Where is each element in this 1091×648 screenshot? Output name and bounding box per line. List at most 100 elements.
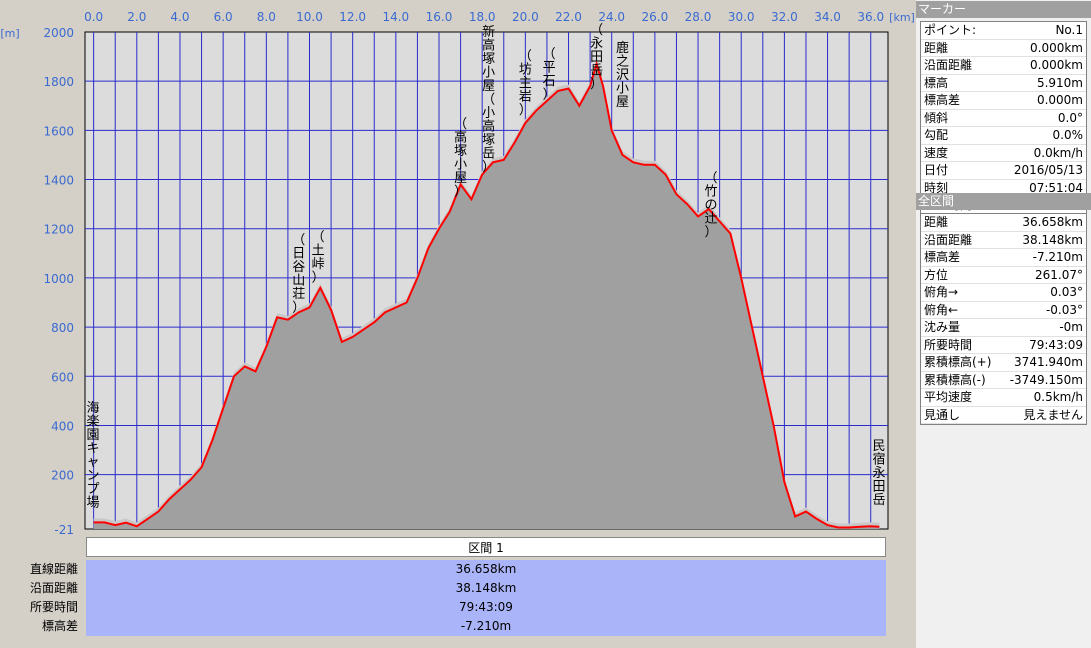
x-tick-label: 0.0: [84, 10, 103, 24]
info-value: -0m: [1059, 320, 1083, 334]
info-value: 0.03°: [1050, 285, 1083, 299]
info-key: 標高差: [924, 93, 961, 107]
info-row: 平均速度 0.5km/h: [921, 389, 1086, 407]
x-tick-label: 18.0: [469, 10, 496, 24]
y-tick-label: -21: [54, 523, 74, 535]
x-tick-label: 36.0: [857, 10, 884, 24]
info-row: 標高 5.910m: [921, 75, 1086, 92]
info-row: 方位 261.07°: [921, 267, 1086, 284]
summary-row: 標高差 -7.210m: [0, 617, 914, 636]
y-tick-label: 600: [51, 370, 74, 384]
x-tick-label: 4.0: [170, 10, 189, 24]
marker-info-table: ポイント: No.1 距離 0.000km 沿面距離 0.000km 標高 5.910m 標高差…: [920, 21, 1087, 216]
info-value: -0.03°: [1045, 302, 1083, 317]
x-tick-label: 34.0: [814, 10, 841, 24]
section-info-table: 距離 36.658km 沿面距離 38.148km 標高差 -7.210m 方位 261.07…: [920, 213, 1087, 425]
info-key: 標高: [924, 75, 949, 90]
info-key: 累積標高(-): [924, 372, 986, 387]
info-value: 0.0°: [1057, 110, 1083, 125]
peak-annotation: （日谷山荘）: [292, 233, 305, 316]
y-tick-label: 800: [51, 321, 74, 335]
x-tick-label: 16.0: [426, 10, 453, 24]
marker-panel-title: マーカー: [916, 1, 1091, 18]
info-row: 所要時間 79:43:09: [921, 337, 1086, 354]
info-key: 勾配: [924, 128, 949, 142]
y-tick-label: 200: [51, 469, 74, 483]
info-row: 速度 0.0km/h: [921, 145, 1086, 162]
info-value: 0.000km: [1030, 40, 1083, 55]
elevation-area: [93, 63, 880, 529]
info-value: 0.000m: [1036, 93, 1083, 107]
info-key: 沿面距離: [924, 58, 973, 72]
section-header: 区間 1: [86, 537, 886, 557]
info-key: 速度: [924, 145, 949, 160]
summary-row: 直線距離 36.658km: [0, 560, 914, 579]
info-row: 標高差 -7.210m: [921, 249, 1086, 267]
summary-row: 沿面距離 38.148km: [0, 579, 914, 598]
info-key: 沿面距離: [924, 232, 973, 247]
info-value: 見えません: [1023, 407, 1083, 422]
info-value: 2016/05/13: [1013, 163, 1083, 177]
peak-annotation: （永田岳）: [590, 23, 603, 92]
info-row: 累積標高(-) -3749.150m: [921, 372, 1086, 389]
info-row: 日付 2016/05/13: [921, 162, 1086, 180]
y-tick-label: 400: [51, 419, 74, 433]
info-key: 見通し: [924, 407, 961, 422]
info-row: 沿面距離 38.148km: [921, 232, 1086, 249]
info-row: 勾配 0.0%: [921, 127, 1086, 145]
y-tick-label: 1600: [43, 124, 74, 138]
info-key: 俯角←: [924, 302, 959, 317]
info-row: 傾斜 0.0°: [921, 110, 1086, 127]
summary-value: 36.658km: [86, 560, 886, 579]
summary-label: 標高差: [41, 619, 78, 633]
x-tick-label: 6.0: [214, 10, 233, 24]
info-value: 261.07°: [1035, 267, 1083, 282]
x-tick-label: 32.0: [771, 10, 798, 24]
info-row: 距離 36.658km: [921, 214, 1086, 232]
peak-annotation: 新高塚小屋（小高塚岳）: [482, 24, 495, 175]
x-tick-label: 8.0: [257, 10, 276, 24]
elevation-chart-area: 0.0 2.0 4.0 6.0 8.0 10.0 12.0 14.0 16.0 18.0 20.0 2…: [0, 0, 915, 537]
x-tick-label: 14.0: [382, 10, 409, 24]
summary-value: 38.148km: [86, 579, 886, 598]
x-tick-label: 26.0: [642, 10, 669, 24]
info-value: 07:51:04: [1029, 180, 1083, 195]
summary-row: 所要時間 79:43:09: [0, 598, 914, 617]
summary-label: 沿面距離: [29, 581, 78, 595]
peak-annotation: （坊主岩）: [519, 49, 532, 118]
info-key: 平均速度: [924, 390, 973, 404]
info-value: 0.5km/h: [1033, 390, 1083, 404]
info-value: 79:43:09: [1029, 337, 1083, 352]
x-tick-label: 12.0: [339, 10, 366, 24]
x-tick-label: 28.0: [685, 10, 712, 24]
info-value: 0.0%: [1052, 128, 1084, 142]
section-panel-title: 全区間: [916, 193, 1091, 210]
peak-annotation: （高塚小屋）: [454, 117, 467, 200]
summary-label: 直線距離: [29, 562, 78, 576]
info-value: 36.658km: [1022, 215, 1083, 229]
peak-annotation: 海楽園キャンプ場: [86, 401, 99, 511]
info-value: 38.148km: [1022, 232, 1083, 247]
info-key: 方位: [924, 267, 949, 282]
info-row: ポイント: No.1: [921, 22, 1086, 40]
elevation-line: [93, 60, 880, 529]
y-tick-label: 1400: [43, 174, 74, 188]
info-value: -7.210m: [1032, 250, 1083, 264]
y-tick-label: 1000: [43, 272, 74, 286]
info-key: ポイント:: [924, 23, 977, 37]
info-row: 見通し 見えません: [921, 407, 1086, 424]
info-value: 5.910m: [1036, 75, 1083, 90]
info-row: 俯角→ 0.03°: [921, 284, 1086, 302]
elevation-chart[interactable]: 0.0 2.0 4.0 6.0 8.0 10.0 12.0 14.0 16.0 18.0 20.0 2…: [0, 0, 914, 537]
info-key: 俯角→: [924, 285, 959, 299]
info-key: 標高差: [924, 250, 961, 264]
info-key: 所要時間: [924, 337, 973, 352]
info-value: -3749.150m: [1009, 372, 1083, 387]
info-key: 傾斜: [924, 110, 949, 125]
info-value: No.1: [1055, 23, 1083, 37]
info-key: 距離: [924, 40, 949, 55]
peak-annotation: （平石）: [543, 47, 556, 103]
info-key: 時刻: [924, 180, 949, 195]
summary-value: -7.210m: [86, 617, 886, 636]
info-row: 沈み量 -0m: [921, 319, 1086, 337]
